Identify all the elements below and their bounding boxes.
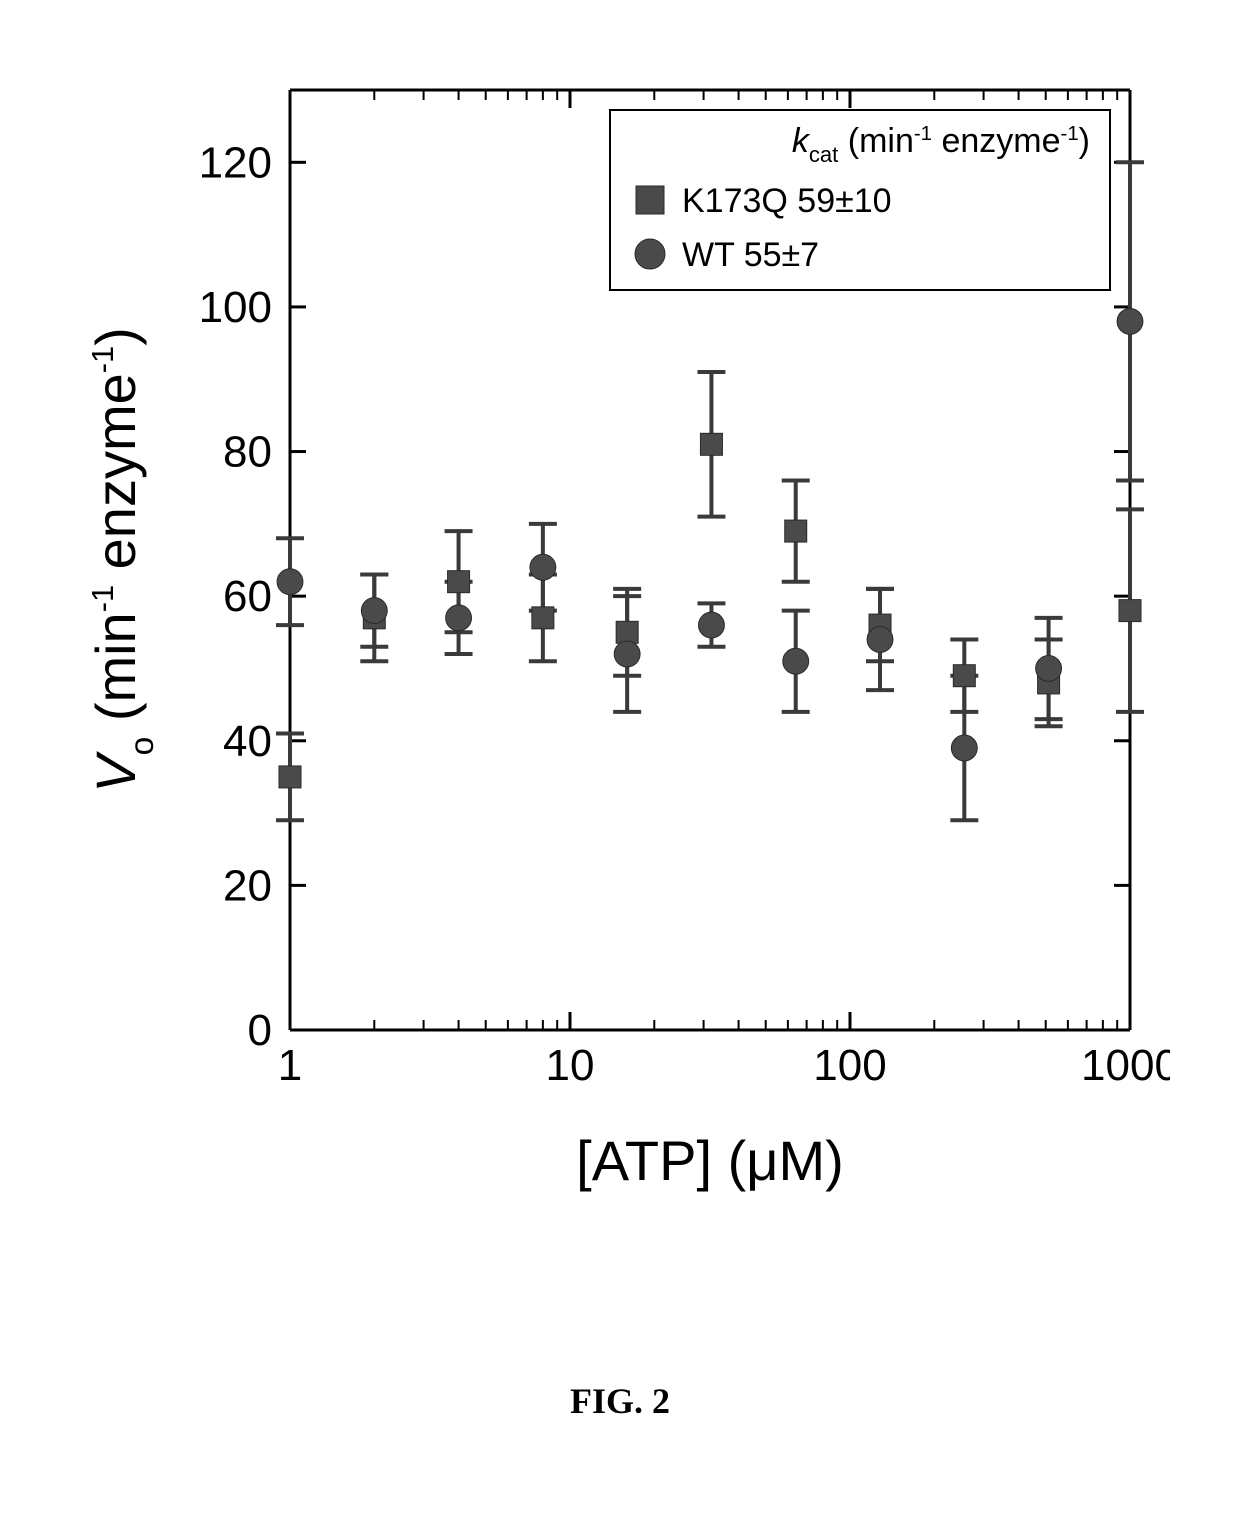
svg-text:10: 10: [546, 1041, 595, 1090]
svg-text:120: 120: [199, 138, 272, 187]
svg-text:K173Q 59±10: K173Q 59±10: [682, 182, 892, 220]
svg-text:Vo (min-1 enzyme-1): Vo (min-1 enzyme-1): [84, 327, 161, 793]
svg-text:[ATP] (μM): [ATP] (μM): [576, 1129, 844, 1192]
page-root: 0204060801001201101001000[ATP] (μM)Vo (m…: [0, 0, 1240, 1526]
svg-text:1000: 1000: [1081, 1041, 1170, 1090]
svg-text:40: 40: [223, 717, 272, 766]
svg-text:100: 100: [199, 283, 272, 332]
svg-text:WT 55±7: WT 55±7: [682, 236, 819, 274]
svg-text:1: 1: [278, 1041, 302, 1090]
svg-text:100: 100: [813, 1041, 886, 1090]
svg-text:80: 80: [223, 428, 272, 477]
svg-text:20: 20: [223, 861, 272, 910]
svg-text:0: 0: [248, 1006, 272, 1055]
chart-container: 0204060801001201101001000[ATP] (μM)Vo (m…: [80, 60, 1170, 1260]
chart-svg: 0204060801001201101001000[ATP] (μM)Vo (m…: [80, 60, 1170, 1260]
figure-caption: FIG. 2: [0, 1380, 1240, 1422]
svg-text:60: 60: [223, 572, 272, 621]
